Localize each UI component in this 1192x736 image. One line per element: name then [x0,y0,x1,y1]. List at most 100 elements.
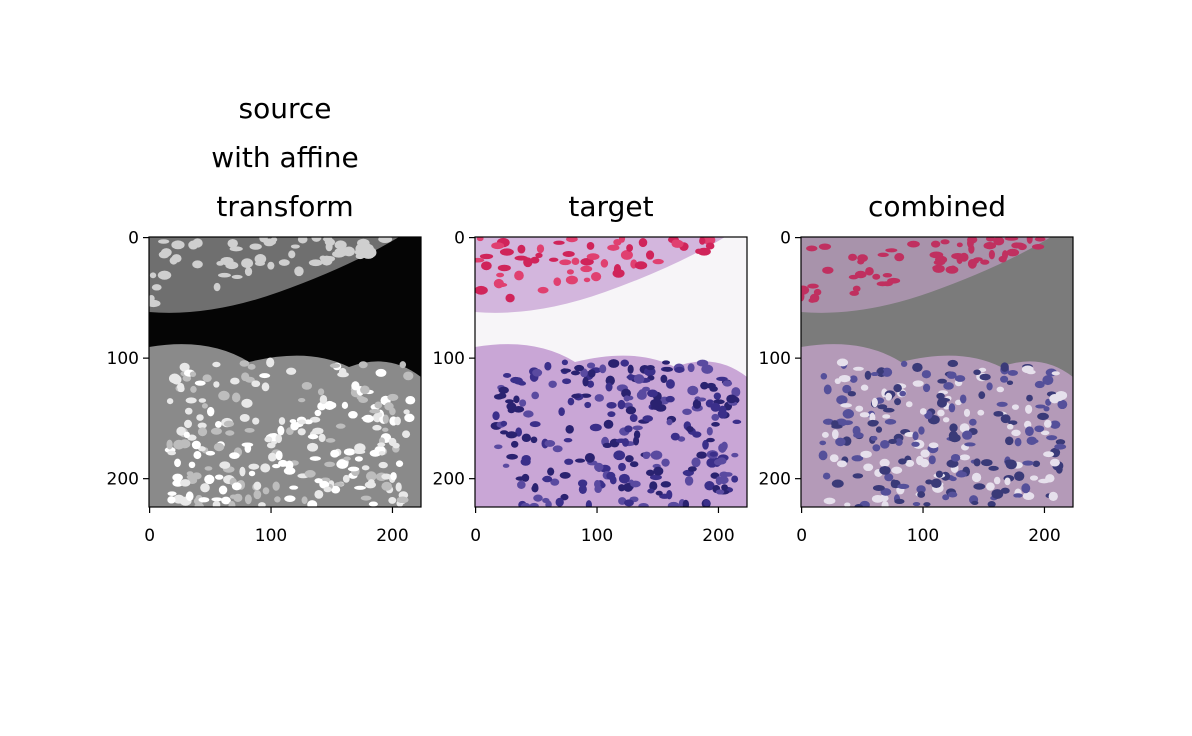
cell [731,452,739,458]
cell [361,465,370,471]
cell [582,376,589,387]
cell [1032,460,1041,467]
cell [617,399,626,410]
cell [959,423,970,433]
cell [871,397,878,408]
cell [176,426,186,436]
cell [286,367,297,375]
cell [652,258,664,265]
cell [517,244,526,254]
cell [849,375,858,383]
cell [171,374,182,385]
cell [930,478,942,488]
cell [836,395,848,405]
cell [831,420,839,428]
cell [823,497,836,505]
cell [928,455,936,465]
cell [715,489,725,495]
cell [627,364,634,374]
cell [854,270,867,279]
cell [497,392,507,399]
cell [542,475,553,483]
cell [931,240,941,248]
cell [702,237,716,245]
cell [1000,362,1009,372]
cell [171,254,182,263]
cell [894,253,905,262]
cell [650,450,663,460]
cell [899,390,907,397]
cell [696,451,707,459]
cell [684,476,694,486]
cell [662,366,674,372]
cell [660,481,672,488]
cell [919,408,927,415]
cell [244,444,252,453]
cell [895,438,903,446]
cell [898,458,907,465]
cell [274,496,281,503]
cell [1000,487,1010,494]
cell [266,357,275,368]
cell [726,394,738,404]
cell [993,476,1001,485]
cell [633,436,640,446]
cell [959,394,967,404]
cell [1043,419,1052,428]
cell [665,379,675,389]
cell [191,440,201,450]
cell [312,427,324,435]
cell [179,362,190,372]
axes-frame [474,236,748,508]
cell [942,494,950,501]
cell [577,479,588,488]
cell [212,500,221,507]
cell [331,485,341,494]
cell [1022,492,1035,501]
image [801,237,1073,507]
cell [1048,491,1058,502]
cell [565,424,574,434]
cell [1006,423,1014,430]
axes-frame [800,236,1074,508]
cell [624,425,633,433]
cell [642,415,653,422]
cell [151,284,162,291]
cell [649,474,662,481]
cell [947,359,959,367]
cell [248,470,256,477]
cell [230,377,240,385]
cell [591,271,602,282]
cell [971,500,979,505]
cell [521,433,532,443]
cell [499,430,509,435]
cell [1011,429,1021,437]
cell [505,293,515,303]
cell [404,413,415,423]
cell [197,422,207,429]
cell [586,380,595,388]
cell [559,472,571,479]
cell [204,466,213,471]
cell [225,261,239,270]
cell [498,386,509,394]
cell [1011,242,1022,249]
cell [1004,237,1019,241]
cell [530,436,538,444]
cell [330,449,340,458]
cell [943,382,954,390]
cell [492,411,500,421]
cell [188,240,199,250]
cell [1021,483,1031,494]
cell [317,388,325,396]
cell [343,456,351,461]
cell [241,258,254,269]
cell [955,399,962,406]
cell [358,361,368,369]
cell [890,479,897,488]
cell [297,428,306,436]
cell [937,378,947,384]
cell [963,408,971,417]
cell [620,250,633,260]
